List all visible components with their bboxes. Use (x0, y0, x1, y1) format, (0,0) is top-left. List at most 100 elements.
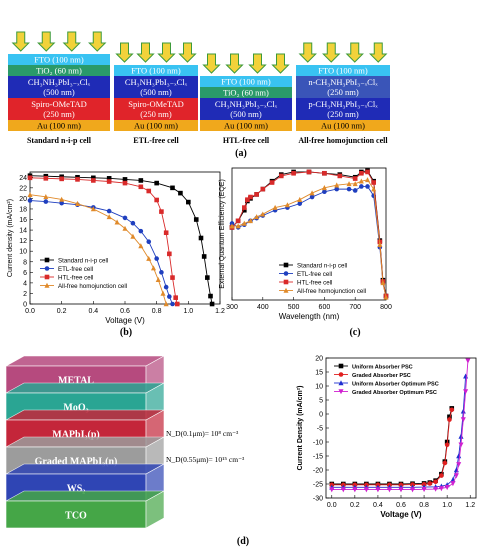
data-point (433, 479, 438, 485)
sunlight-arrow-icon (88, 31, 107, 52)
layer (114, 98, 198, 120)
data-point (365, 184, 370, 189)
data-point (43, 176, 49, 181)
layer-top-face (4, 409, 166, 421)
device-stack-4: FTO (100 nm)n-CH₃NH₃PbI₃₋ₓClₓ(250 nm)p-C… (296, 42, 390, 145)
x-tick-label: 0.0 (25, 308, 35, 315)
y-tick-label: 18 (19, 206, 27, 213)
data-point (163, 230, 169, 236)
data-point (155, 276, 161, 283)
layer-label: TiO₂ (60 nm) (223, 88, 269, 98)
data-point (340, 487, 346, 493)
data-point (235, 223, 241, 229)
y-tick-label: -5 (317, 426, 323, 433)
layer-label: Spiro-OMeTAD (31, 99, 87, 109)
data-point (138, 228, 144, 234)
data-point (346, 186, 352, 192)
data-point (150, 265, 157, 271)
legend-entry: ETL-free cell (58, 266, 93, 273)
data-point (122, 180, 128, 186)
y-tick-label: 12 (19, 238, 27, 245)
panel-label-a: (a) (235, 148, 247, 159)
sunlight-arrow-icon (345, 42, 364, 63)
data-point (322, 189, 327, 195)
legend-marker (283, 262, 289, 268)
data-point (410, 482, 415, 487)
data-point (122, 225, 128, 231)
x-tick-label: 300 (226, 304, 238, 311)
data-point (380, 280, 386, 286)
y-tick-label: -20 (313, 468, 323, 475)
stack-caption: ETL-free cell (133, 136, 179, 145)
y-tick-label: -15 (313, 454, 323, 461)
stack-caption: Standard n-i-p cell (27, 136, 92, 145)
data-point (247, 218, 254, 224)
legend-marker (44, 257, 50, 263)
data-point (383, 294, 389, 300)
layer-label: MAPbI₃(p) (52, 430, 99, 441)
data-point (386, 487, 392, 493)
layer (8, 65, 110, 76)
layer (200, 120, 292, 131)
data-point (59, 200, 64, 206)
data-point (167, 251, 172, 257)
data-point (178, 190, 183, 196)
data-point (229, 223, 235, 229)
data-point (346, 181, 352, 187)
legend-entry: All-free homojunction cell (58, 283, 127, 290)
sunlight-arrow-icon (37, 31, 56, 52)
y-tick-label: 16 (19, 217, 27, 224)
layer (8, 54, 110, 65)
data-point (375, 487, 381, 493)
data-point (122, 215, 128, 221)
data-point (186, 199, 191, 205)
sunlight-arrow-icon (115, 42, 134, 63)
layer-label: FTO (100 nm) (221, 77, 271, 87)
layer (8, 120, 110, 131)
data-point (59, 196, 65, 202)
data-point (138, 243, 144, 249)
y-tick-label: -25 (313, 482, 323, 489)
layer (114, 76, 198, 98)
data-point (146, 188, 152, 194)
x-tick-label: 0.8 (419, 502, 429, 509)
data-point (208, 293, 213, 299)
layer-thickness: (250 nm) (43, 109, 75, 119)
chart-eqe: 300 400 500 600 700 800 Wavelength (nm) Externa… (219, 167, 392, 321)
data-point (43, 199, 49, 204)
data-point (242, 207, 247, 213)
x-axis-label: Voltage (V) (380, 510, 422, 519)
layer-thickness: (500 nm) (43, 87, 75, 97)
data-point (159, 270, 164, 275)
layer-label: CH₃NH₃PbI₃₋ₓClₓ (215, 99, 278, 109)
data-point (329, 487, 335, 493)
layer (200, 98, 292, 120)
stack-caption: HTL-free cell (223, 136, 270, 145)
data-point (138, 184, 144, 190)
y-tick-label: 20 (315, 356, 323, 363)
layer-label: Au (100 nm) (134, 121, 178, 131)
sunlight-arrow-icon (62, 31, 81, 52)
legend-marker (338, 363, 344, 369)
data-point (322, 170, 327, 176)
data-point (235, 218, 241, 224)
y-tick-label: -30 (313, 496, 323, 503)
y-tick-label: -10 (313, 440, 323, 447)
data-point (352, 176, 358, 181)
data-point (90, 206, 96, 212)
data-point (130, 220, 136, 226)
layer-label: FTO (100 nm) (34, 55, 84, 65)
chart-jv: 0.0 0.2 0.4 0.6 0.8 1.0 1.20246810121416182022… (7, 171, 225, 325)
legend-marker (283, 271, 289, 276)
data-point (421, 487, 427, 493)
chart-graded-jv: 0.0 0.2 0.4 0.6 0.8 1.0 1.2 20 15 10 5 0 -5 -10 -15 -20… (297, 356, 477, 519)
doping-annotation: N_D(0.55μm)= 10¹⁵ cm⁻³ (166, 455, 245, 464)
data-point (43, 194, 49, 200)
data-point (146, 255, 152, 261)
sunlight-arrow-icon (157, 42, 176, 63)
data-point (91, 175, 96, 181)
data-point (442, 460, 448, 466)
data-point (269, 180, 275, 185)
y-tick-label: 2 (23, 291, 27, 298)
data-point (297, 196, 303, 202)
